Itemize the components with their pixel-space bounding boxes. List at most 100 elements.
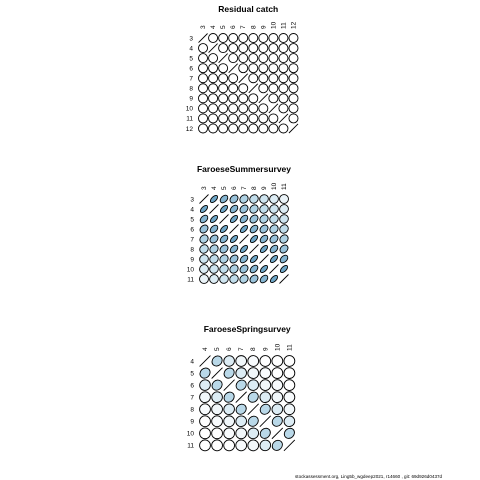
correlation-ellipse [208,73,219,84]
correlation-ellipse [288,103,299,114]
correlation-ellipse [288,83,299,94]
correlation-ellipse [239,214,249,224]
correlation-ellipse [238,103,249,114]
row-tick-label: 8 [190,407,194,414]
correlation-ellipse [239,274,249,284]
col-tick-label: 6 [226,347,233,351]
row-tick-label: 9 [189,96,193,103]
correlation-ellipse [258,43,269,54]
correlation-ellipse [288,113,299,124]
correlation-ellipse [247,391,259,403]
correlation-ellipse [269,194,279,204]
correlation-ellipse [259,234,269,244]
row-tick-label: 11 [187,276,194,283]
correlation-ellipse [259,264,269,274]
col-tick-label: 12 [290,21,297,29]
correlation-ellipse [211,379,223,391]
row-tick-label: 3 [189,35,193,42]
diagonal-line [248,83,259,94]
correlation-ellipse [279,254,289,264]
correlation-ellipse [278,63,289,74]
row-tick-label: 10 [187,266,195,273]
correlation-ellipse [288,43,299,54]
correlation-ellipse [198,83,208,94]
row-tick-label: 7 [190,394,194,401]
correlation-ellipse [249,214,259,224]
col-tick-label: 5 [221,186,228,190]
col-tick-label: 5 [220,25,227,29]
correlation-ellipse [211,355,223,367]
correlation-ellipse [269,224,279,234]
col-tick-label: 10 [274,343,281,351]
correlation-ellipse [249,224,259,234]
diagonal-line [228,63,239,74]
correlation-ellipse [247,367,260,379]
diagonal-line [258,93,269,104]
correlation-ellipse [199,427,211,440]
panel-title: FaroeseSummersurvey [197,164,291,174]
col-tick-label: 7 [240,25,247,29]
correlation-ellipse [259,274,269,284]
correlation-ellipse [259,355,272,367]
correlation-ellipse [229,274,239,284]
correlation-ellipse [288,93,299,104]
correlation-ellipse [209,264,219,274]
correlation-ellipse [278,53,289,64]
correlation-ellipse [198,93,208,104]
row-tick-label: 7 [189,76,193,83]
correlation-ellipse [258,103,269,114]
correlation-ellipse [228,53,239,64]
correlation-ellipse [235,355,248,367]
correlation-ellipse [228,73,239,84]
correlation-ellipse [199,234,209,244]
correlation-ellipse [258,123,269,134]
correlation-ellipse [218,63,229,74]
correlation-ellipse [238,53,249,64]
correlation-ellipse [223,403,235,416]
row-tick-label: 7 [190,236,194,243]
correlation-ellipse [238,123,249,134]
correlation-ellipse [199,391,211,404]
correlation-ellipse [228,93,239,104]
correlation-ellipse [288,63,299,74]
correlation-ellipse [238,33,249,43]
correlation-ellipse [259,391,272,403]
row-tick-label: 4 [190,358,194,365]
col-tick-label: 9 [261,186,268,190]
correlation-ellipse [247,415,259,427]
correlation-ellipse [209,274,219,284]
row-tick-label: 3 [190,196,194,203]
correlation-ellipse [258,73,269,84]
row-tick-label: 5 [189,55,193,62]
diagonal-line [283,439,296,452]
correlation-ellipse [278,83,289,94]
correlation-ellipse [198,53,208,64]
row-tick-label: 6 [189,65,193,72]
correlation-ellipse [223,415,235,428]
diagonal-line [199,194,209,204]
row-tick-label: 4 [190,206,194,213]
correlation-ellipse [271,439,283,451]
correlation-ellipse [228,113,239,124]
correlation-ellipse [248,113,259,124]
col-tick-label: 6 [230,25,237,29]
correlation-ellipse [258,83,269,94]
row-tick-label: 11 [187,443,194,450]
col-tick-label: 5 [214,347,221,351]
col-tick-label: 8 [250,25,257,29]
correlation-ellipse [209,254,219,264]
correlation-ellipse [249,254,259,264]
correlation-ellipse [258,33,269,43]
correlation-ellipse [247,379,260,391]
correlation-ellipse [218,113,229,124]
correlation-ellipse [259,439,272,452]
correlation-ellipse [239,264,249,274]
correlation-ellipse [209,214,219,224]
panel-3: FaroeseSpringsurvey 4 4 5 5 6 6 7 7 8 8 9 9 10 10 11 11 [187,324,296,452]
correlation-ellipse [218,93,229,104]
correlation-ellipse [288,53,299,64]
correlation-ellipse [219,194,229,204]
correlation-ellipse [235,415,247,428]
diagonal-line [259,254,269,264]
